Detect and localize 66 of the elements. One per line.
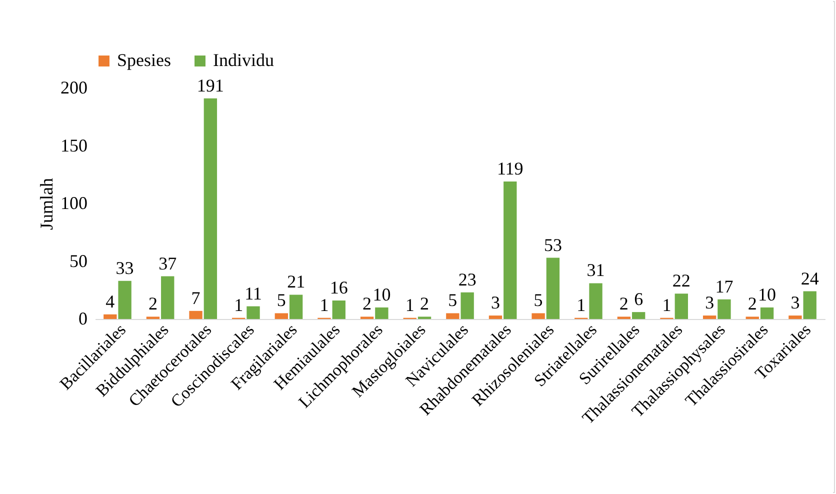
data-label: 3 <box>790 292 800 313</box>
bar <box>632 312 646 319</box>
data-label: 21 <box>287 272 306 292</box>
bar <box>204 98 218 319</box>
bar <box>532 313 545 319</box>
data-label: 10 <box>758 284 776 304</box>
data-label: 11 <box>244 283 262 304</box>
data-label: 1 <box>405 294 414 315</box>
data-label: 17 <box>715 276 734 296</box>
data-label: 5 <box>448 290 458 310</box>
bar <box>674 294 688 319</box>
data-label: 1 <box>662 294 672 315</box>
bar <box>246 306 260 319</box>
y-axis-title: Jumlah <box>36 178 56 230</box>
data-label: 10 <box>372 284 391 304</box>
data-label: 6 <box>634 289 644 310</box>
y-tick-label: 150 <box>60 135 88 156</box>
data-label: 191 <box>196 75 224 96</box>
bar <box>375 307 388 319</box>
bar <box>702 316 716 319</box>
bar <box>274 313 288 319</box>
data-label: 24 <box>800 268 819 288</box>
data-label: 7 <box>191 288 200 308</box>
data-label: 3 <box>705 292 714 313</box>
bar <box>718 299 731 319</box>
data-label: 2 <box>619 294 628 314</box>
data-label: 23 <box>458 269 476 290</box>
data-label: 2 <box>420 294 430 314</box>
data-label: 2 <box>748 294 757 314</box>
data-label: 3 <box>490 292 500 313</box>
bar <box>504 182 517 319</box>
data-label: 5 <box>534 290 543 310</box>
data-label: 2 <box>362 294 372 314</box>
y-tick-label: 100 <box>60 193 88 213</box>
data-label: 1 <box>320 294 329 315</box>
bar <box>460 292 474 319</box>
bar <box>788 316 802 319</box>
data-label: 1 <box>234 294 244 315</box>
data-label: 119 <box>496 158 524 179</box>
data-label: 22 <box>672 270 690 291</box>
data-label: 53 <box>544 234 562 255</box>
bar <box>189 310 202 319</box>
bar <box>546 258 560 319</box>
bar <box>332 300 346 319</box>
y-tick-label: 0 <box>78 308 88 328</box>
bar <box>488 316 502 319</box>
y-tick-label: 50 <box>70 250 88 271</box>
legend-label: Spesies <box>117 50 171 70</box>
y-tick-label: 200 <box>60 78 88 98</box>
data-label: 16 <box>330 278 348 298</box>
bar <box>104 314 117 319</box>
bar <box>589 283 602 319</box>
data-label: 1 <box>576 294 586 315</box>
legend-label: Individu <box>213 50 274 70</box>
bar <box>446 313 460 319</box>
data-label: 2 <box>148 294 158 314</box>
data-label: 33 <box>116 258 134 278</box>
bar <box>760 307 774 319</box>
data-label: 4 <box>106 291 115 312</box>
data-label: 5 <box>276 290 286 310</box>
bar <box>161 276 174 319</box>
bar <box>289 294 303 319</box>
data-label: 31 <box>586 260 605 280</box>
bar <box>118 280 132 319</box>
bar <box>803 291 816 319</box>
data-label: 37 <box>158 253 177 274</box>
